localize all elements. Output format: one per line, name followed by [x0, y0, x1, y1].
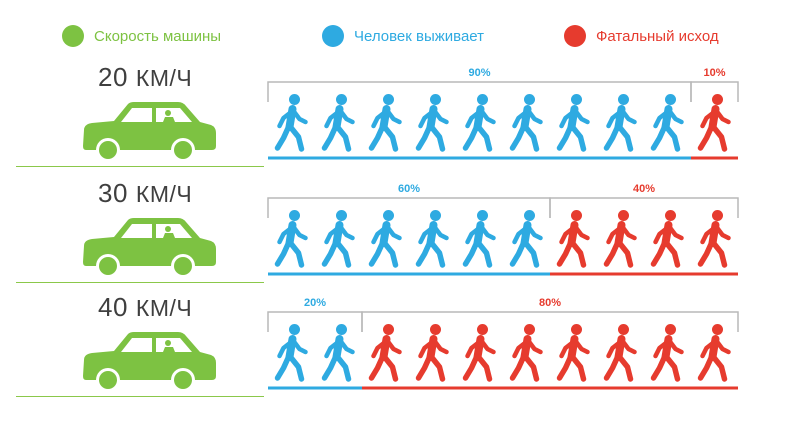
speed-unit: КМ/Ч	[135, 181, 193, 207]
walking-person-icon	[274, 94, 308, 152]
walking-person-icon	[368, 324, 402, 382]
walking-person-icon	[697, 210, 731, 268]
fatal-bracket	[361, 311, 739, 332]
walking-person-icon	[697, 324, 731, 382]
walking-person-icon	[509, 324, 543, 382]
legend-item-speed: Скорость машины	[62, 22, 221, 50]
car-icon	[80, 100, 218, 164]
outcome-bar: 20% 80%	[264, 292, 744, 407]
walking-person-icon	[603, 210, 637, 268]
legend-label-fatal: Фатальный исход	[596, 27, 719, 45]
walking-person-icon	[321, 210, 355, 268]
walking-person-icon	[556, 324, 590, 382]
survive-percent-label: 20%	[304, 297, 326, 309]
speed-value: 20	[98, 62, 128, 92]
speed-label: 40 КМ/Ч	[98, 292, 192, 323]
legend-item-survive: Человек выживает	[322, 22, 484, 50]
survive-bracket	[267, 197, 551, 218]
walking-person-icon	[462, 324, 496, 382]
speed-row: 20 КМ/Ч 90% 10%	[0, 62, 800, 177]
walking-person-icon	[650, 94, 684, 152]
fatal-bracket	[549, 197, 739, 218]
survive-percent-label: 90%	[468, 67, 490, 79]
walking-person-icon	[697, 94, 731, 152]
walking-person-icon	[274, 210, 308, 268]
speed-value: 40	[98, 292, 128, 322]
walking-person-icon	[462, 210, 496, 268]
outcome-bar: 90% 10%	[264, 62, 744, 177]
speed-row: 30 КМ/Ч 60% 40%	[0, 178, 800, 293]
walking-person-icon	[415, 324, 449, 382]
car-icon	[80, 330, 218, 394]
car-graphic	[83, 102, 216, 162]
walking-person-icon	[603, 324, 637, 382]
survive-percent-label: 60%	[398, 183, 420, 195]
walking-person-icon	[650, 210, 684, 268]
speed-row: 40 КМ/Ч 20% 80%	[0, 292, 800, 407]
legend-item-fatal: Фатальный исход	[564, 22, 719, 50]
walking-person-icon	[650, 324, 684, 382]
legend-label-speed: Скорость машины	[94, 27, 222, 45]
fatal-percent-label: 10%	[703, 67, 725, 79]
walking-person-icon	[556, 94, 590, 152]
speed-unit: КМ/Ч	[135, 295, 193, 321]
speed-label: 20 КМ/Ч	[98, 62, 192, 93]
walking-person-icon	[509, 94, 543, 152]
speed-label: 30 КМ/Ч	[98, 178, 192, 209]
walking-person-icon	[462, 94, 496, 152]
car-graphic	[83, 218, 216, 278]
ground-line	[16, 282, 264, 283]
walking-person-icon	[603, 94, 637, 152]
fatal-percent-label: 80%	[539, 297, 561, 309]
car-icon	[80, 216, 218, 280]
walking-person-icon	[321, 324, 355, 382]
speed-value: 30	[98, 178, 128, 208]
outcome-bar-graphic: 90% 10%	[267, 67, 739, 160]
walking-person-icon	[368, 210, 402, 268]
walking-person-icon	[415, 210, 449, 268]
walking-person-icon	[556, 210, 590, 268]
legend: Скорость машины Человек выживает Фатальн…	[0, 22, 800, 50]
walking-person-icon	[274, 324, 308, 382]
outcome-bar-graphic: 20% 80%	[267, 297, 739, 390]
walking-person-icon	[415, 94, 449, 152]
walking-person-icon	[321, 94, 355, 152]
survive-bracket	[267, 311, 363, 332]
outcome-bar-graphic: 60% 40%	[267, 183, 739, 276]
fatal-percent-label: 40%	[633, 183, 655, 195]
ground-line	[16, 396, 264, 397]
fatal-bracket	[690, 81, 739, 102]
legend-label-survive: Человек выживает	[354, 27, 484, 45]
green-dot-icon	[62, 25, 84, 47]
red-dot-icon	[564, 25, 586, 47]
outcome-bar: 60% 40%	[264, 178, 744, 293]
speed-unit: КМ/Ч	[135, 65, 193, 91]
ground-line	[16, 166, 264, 167]
car-graphic	[83, 332, 216, 392]
walking-person-icon	[368, 94, 402, 152]
walking-person-icon	[509, 210, 543, 268]
blue-dot-icon	[322, 25, 344, 47]
